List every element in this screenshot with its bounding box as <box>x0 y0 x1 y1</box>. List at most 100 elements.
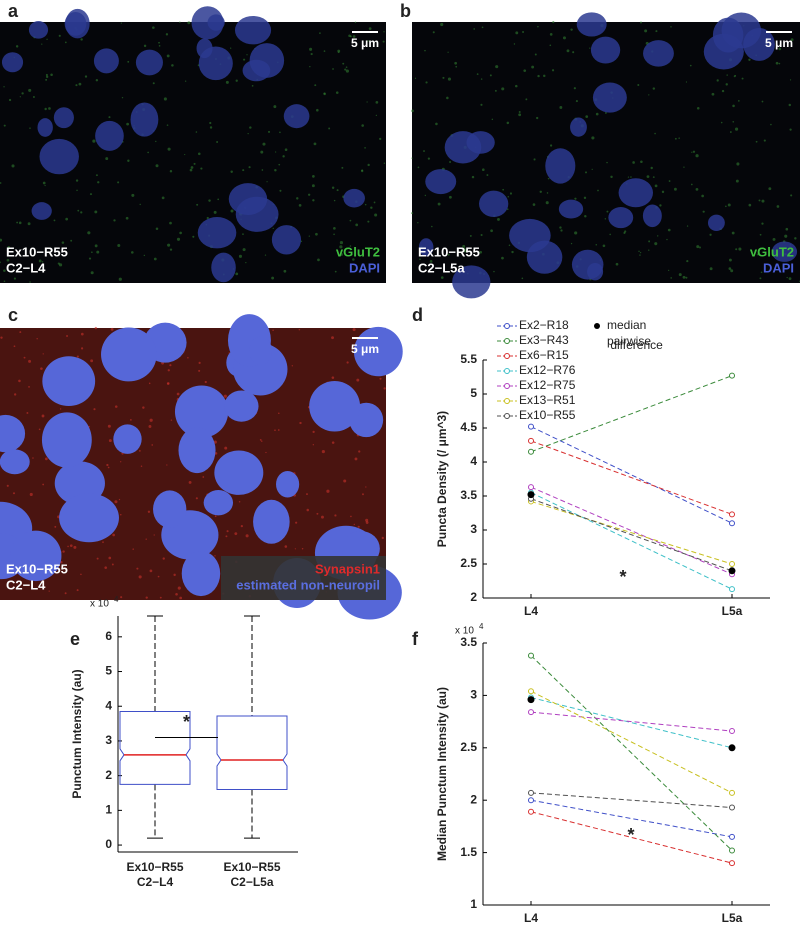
box <box>216 715 288 791</box>
speckle <box>167 369 170 372</box>
speckle <box>440 22 444 27</box>
speckle <box>106 463 109 467</box>
nucleus <box>178 427 216 474</box>
speckle <box>274 429 276 432</box>
speckle <box>604 218 607 220</box>
speckle <box>365 521 369 524</box>
speckle <box>360 169 364 173</box>
legend-marker <box>504 413 510 419</box>
speckle <box>334 514 337 517</box>
speckle <box>674 137 677 140</box>
speckle <box>716 79 719 82</box>
speckle <box>758 199 761 202</box>
speckle <box>125 216 129 220</box>
nucleus <box>353 326 403 377</box>
speckle <box>431 225 433 228</box>
speckle <box>435 122 438 126</box>
speckle <box>26 411 29 414</box>
speckle <box>692 150 696 153</box>
speckle <box>570 242 573 245</box>
speckle <box>734 127 739 131</box>
speckle <box>261 440 263 442</box>
speckle <box>279 189 282 192</box>
panel-letter: c <box>8 305 18 325</box>
data-point <box>528 797 534 804</box>
speckle <box>353 523 355 526</box>
speckle <box>732 104 735 108</box>
y-tick-label: 3 <box>470 522 477 536</box>
data-point <box>528 789 534 796</box>
speckle <box>188 480 192 484</box>
speckle <box>695 187 699 191</box>
speckle <box>46 38 48 40</box>
sample-label: Ex10−R55 <box>6 244 68 259</box>
speckle <box>198 361 201 364</box>
speckle <box>570 28 573 31</box>
speckle <box>173 573 176 577</box>
speckle <box>595 244 598 246</box>
speckle <box>176 392 180 396</box>
speckle <box>546 192 549 194</box>
legend-label: median pairwise difference <box>607 318 663 352</box>
nucleus <box>39 138 79 175</box>
speckle <box>271 276 275 280</box>
speckle <box>342 62 345 65</box>
speckle <box>559 226 562 229</box>
speckle <box>112 533 115 537</box>
nucleus <box>235 196 279 232</box>
speckle <box>195 131 198 133</box>
speckle <box>78 82 82 86</box>
nucleus <box>95 120 124 151</box>
nucleus <box>509 218 551 253</box>
data-point <box>729 789 735 796</box>
speckle <box>193 162 196 165</box>
speckle <box>463 249 467 253</box>
speckle <box>140 465 143 467</box>
speckle <box>0 261 1 264</box>
speckle <box>161 196 165 200</box>
speckle <box>486 174 489 177</box>
nucleus <box>271 225 302 255</box>
speckle <box>760 271 763 274</box>
speckle <box>525 98 528 101</box>
data-point <box>528 437 534 444</box>
nucleus <box>65 8 90 39</box>
speckle <box>316 108 319 112</box>
speckle <box>591 136 595 140</box>
speckle <box>668 269 670 271</box>
nucleus <box>0 449 30 475</box>
speckle <box>648 94 650 96</box>
speckle <box>644 29 648 33</box>
speckle <box>414 77 417 79</box>
scale-label: 5 μm <box>351 36 379 50</box>
significance-star: * <box>619 567 626 587</box>
speckle <box>728 258 732 262</box>
speckle <box>170 419 173 421</box>
speckle <box>44 107 47 111</box>
speckle <box>735 179 739 183</box>
speckle <box>3 86 5 88</box>
speckle <box>313 142 317 146</box>
speckle <box>110 327 114 331</box>
y-exponent: x 10 <box>455 626 474 637</box>
speckle <box>95 78 99 82</box>
speckle <box>639 21 642 24</box>
speckle <box>184 153 186 156</box>
speckle <box>246 54 248 56</box>
speckle <box>382 40 385 43</box>
speckle <box>8 98 12 102</box>
speckle <box>121 97 124 99</box>
speckle <box>175 592 178 596</box>
speckle <box>176 237 181 241</box>
speckle <box>776 205 780 208</box>
speckle <box>725 83 728 86</box>
speckle <box>167 147 171 151</box>
speckle <box>142 406 145 409</box>
speckle <box>794 237 797 240</box>
speckle <box>145 538 147 540</box>
speckle <box>306 493 308 496</box>
speckle <box>114 405 118 408</box>
speckle <box>494 89 497 92</box>
speckle <box>518 111 521 114</box>
nucleus <box>771 241 798 262</box>
